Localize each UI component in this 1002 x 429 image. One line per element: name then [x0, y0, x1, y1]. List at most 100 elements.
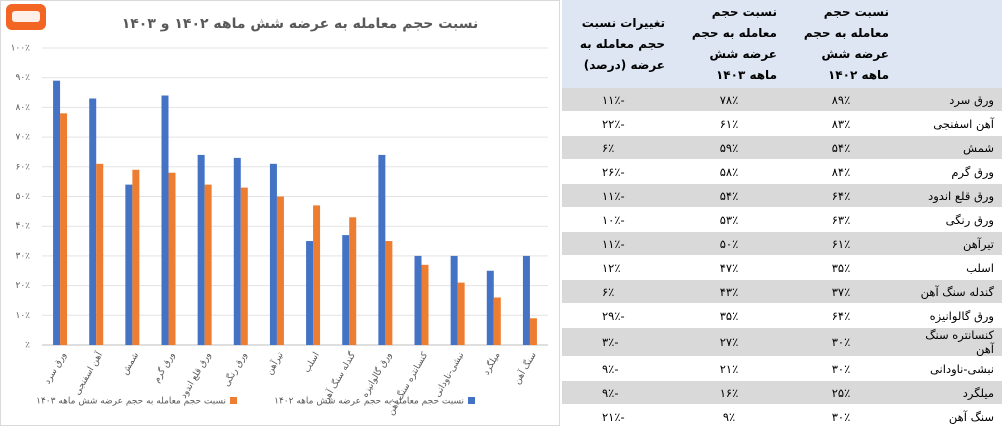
table-cell: ورق گالوانیزه	[897, 303, 1002, 328]
bar	[161, 95, 169, 346]
data-table: نسبت حجم معامله به حجم عرضه شش ماهه ۱۴۰۲…	[562, 0, 1002, 429]
table-cell: ۶٪	[562, 279, 673, 304]
chart: نسبت حجم معامله به عرضه شش ماهه ۱۴۰۲ و ۱…	[0, 0, 560, 426]
table-cell: ۸۳٪	[785, 111, 897, 136]
table-row: تیرآهن ۶۱٪ ۵۰٪ -۱۱٪	[562, 231, 1002, 256]
bar	[313, 205, 321, 345]
table-cell: -۱۱٪	[562, 88, 673, 112]
table-cell: ۱۶٪	[673, 380, 785, 405]
bar	[96, 163, 104, 345]
logo-mark	[12, 11, 40, 22]
table-row: گندله سنگ آهن ۳۷٪ ۴۳٪ ۶٪	[562, 279, 1002, 304]
header-cell	[897, 0, 1002, 88]
table-cell: -۱۱٪	[562, 183, 673, 208]
y-tick-label: ۵۰٪	[15, 192, 30, 202]
table-cell: ۷۸٪	[673, 88, 785, 112]
table-cell: ۳۷٪	[785, 279, 897, 304]
table-cell: ۵۰٪	[673, 231, 785, 256]
table-cell: ورق قلع اندود	[897, 183, 1002, 208]
table-row: کنسانتره سنگ آهن ۳۰٪ ۲۷٪ -۳٪	[562, 327, 1002, 357]
table-cell: ۱۲٪	[562, 255, 673, 280]
bar	[89, 98, 97, 346]
bar	[204, 184, 212, 345]
table-cell: ۳۰٪	[785, 327, 897, 357]
table-cell: اسلب	[897, 255, 1002, 280]
table-cell: ۸۴٪	[785, 159, 897, 184]
table-cell: ۶۳٪	[785, 207, 897, 232]
bar	[276, 196, 284, 345]
table-row: سنگ آهن ۳۰٪ ۹٪ -۲۱٪	[562, 404, 1002, 429]
table-cell: کنسانتره سنگ آهن	[897, 327, 1002, 357]
legend-label: نسبت حجم معامله به حجم عرضه شش ماهه ۱۴۰۲	[274, 397, 464, 407]
table-cell: ۲۱٪	[673, 356, 785, 381]
table-cell: ۲۵٪	[785, 380, 897, 405]
bar	[53, 80, 61, 346]
bar	[132, 169, 140, 345]
table-cell: -۹٪	[562, 380, 673, 405]
table-cell: -۲۹٪	[562, 303, 673, 328]
table-row: ورق سرد ۸۹٪ ۷۸٪ -۱۱٪	[562, 88, 1002, 112]
table-cell: ورق رنگی	[897, 207, 1002, 232]
table-cell: ۶۱٪	[785, 231, 897, 256]
table-cell: ۶۴٪	[785, 303, 897, 328]
y-tick-label: ۴۰٪	[15, 222, 30, 232]
legend-swatch	[230, 397, 237, 404]
bar	[197, 154, 205, 345]
y-tick-label: ۲۰٪	[15, 281, 30, 291]
bar	[450, 255, 458, 345]
y-tick-label: ۱۰۰٪	[11, 44, 31, 54]
header-row: نسبت حجم معامله به حجم عرضه شش ماهه ۱۴۰۲…	[562, 0, 1002, 88]
table-cell: ۳۰٪	[785, 404, 897, 429]
bar	[529, 318, 537, 345]
table-row: آهن اسفنجی ۸۳٪ ۶۱٪ -۲۲٪	[562, 111, 1002, 136]
table-cell: گندله سنگ آهن	[897, 279, 1002, 304]
y-tick-label: ۸۰٪	[15, 103, 30, 113]
chart-title: نسبت حجم معامله به عرضه شش ماهه ۱۴۰۲ و ۱…	[122, 16, 479, 32]
table-cell: -۱۱٪	[562, 231, 673, 256]
bar	[306, 241, 314, 345]
header-cell: نسبت حجم معامله به حجم عرضه شش ماهه ۱۴۰۲	[785, 0, 897, 88]
bar	[233, 157, 241, 345]
table-row: ورق گرم ۸۴٪ ۵۸٪ -۲۶٪	[562, 159, 1002, 184]
table-cell: ۳۵٪	[673, 303, 785, 328]
bar	[378, 154, 386, 345]
table-row: ورق قلع اندود ۶۴٪ ۵۴٪ -۱۱٪	[562, 183, 1002, 208]
table-row: نبشی-ناودانی ۳۰٪ ۲۱٪ -۹٪	[562, 356, 1002, 381]
table-cell: ۶۴٪	[785, 183, 897, 208]
bar	[493, 297, 501, 345]
table-cell: ۳۰٪	[785, 356, 897, 381]
bar	[349, 217, 357, 345]
table-row: شمش ۵۴٪ ۵۹٪ ۶٪	[562, 135, 1002, 160]
bar	[385, 241, 393, 345]
table-cell: ۸۹٪	[785, 88, 897, 112]
table-cell: سنگ آهن	[897, 404, 1002, 429]
table-cell: تیرآهن	[897, 231, 1002, 256]
table-cell: ۵۴٪	[785, 135, 897, 160]
bar	[125, 184, 133, 345]
y-tick-label: ۹۰٪	[15, 73, 30, 83]
table-cell: ۴۷٪	[673, 255, 785, 280]
legend-swatch	[468, 397, 475, 404]
table-cell: آهن اسفنجی	[897, 111, 1002, 136]
header-cell: نسبت حجم معامله به حجم عرضه شش ماهه ۱۴۰۳	[673, 0, 785, 88]
bar	[60, 113, 68, 345]
bar	[421, 264, 429, 345]
y-tick-label: ۶۰٪	[15, 162, 30, 172]
y-tick-label: ۱۰٪	[15, 311, 30, 321]
bar	[240, 187, 248, 345]
y-tick-label: ۷۰٪	[15, 133, 30, 143]
table-row: ورق رنگی ۶۳٪ ۵۳٪ -۱۰٪	[562, 207, 1002, 232]
table-cell: ورق گرم	[897, 159, 1002, 184]
bar	[414, 255, 422, 345]
header-cell: تغییرات نسبت حجم معامله به عرضه (درصد)	[562, 0, 673, 88]
table-cell: نبشی-ناودانی	[897, 356, 1002, 381]
bar	[168, 172, 176, 345]
table-cell: ۵۳٪	[673, 207, 785, 232]
bar	[522, 255, 530, 345]
y-tick-label: ۳۰٪	[15, 251, 30, 261]
table-cell: -۱۰٪	[562, 207, 673, 232]
table-row: اسلب ۳۵٪ ۴۷٪ ۱۲٪	[562, 255, 1002, 280]
table-cell: ۲۷٪	[673, 327, 785, 357]
bar	[457, 282, 465, 345]
